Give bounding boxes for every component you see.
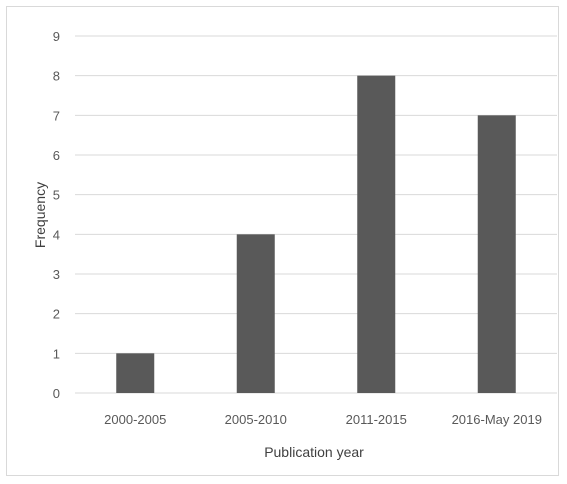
y-tick-label: 1: [53, 346, 60, 361]
y-axis-title: Frequency: [32, 182, 48, 248]
x-tick-label: 2000-2005: [104, 412, 166, 427]
y-tick-label: 0: [53, 386, 60, 401]
y-tick-label: 9: [53, 29, 60, 44]
bars: [116, 75, 516, 394]
y-tick-label: 3: [53, 267, 60, 282]
y-tick-label: 2: [53, 307, 60, 322]
bar-3: [477, 115, 516, 393]
y-tick-label: 8: [53, 69, 60, 84]
bar-0: [116, 353, 155, 393]
x-tick-label: 2011-2015: [346, 412, 407, 427]
x-tick-label: 2005-2010: [225, 412, 287, 427]
x-tick-labels: 2000-2005 2005-2010 2011-2015 2016-May 2019: [104, 412, 542, 427]
y-tick-label: 7: [53, 108, 60, 123]
y-tick-label: 6: [53, 148, 60, 163]
gridlines: [75, 35, 557, 394]
x-axis-title: Publication year: [264, 444, 364, 460]
x-tick-label: 2016-May 2019: [452, 412, 542, 427]
y-tick-label: 5: [53, 188, 60, 203]
y-tick-label: 4: [53, 227, 60, 242]
bar-1: [236, 234, 275, 393]
chart-frame: [6, 6, 559, 476]
y-tick-labels: 0 1 2 3 4 5 6 7 8 9: [53, 29, 60, 401]
bar-2: [357, 75, 396, 394]
